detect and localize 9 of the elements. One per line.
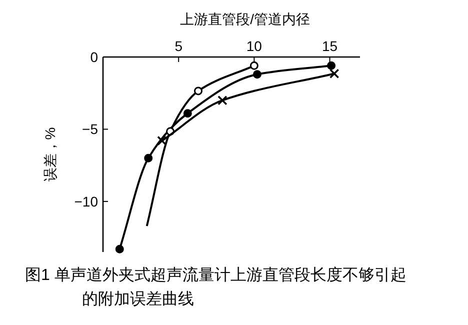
y-tick-label: −5 [82, 121, 98, 138]
x-axis-title: 上游直管段/管道内径 [180, 11, 310, 27]
y-tick-label: 0 [90, 49, 98, 65]
x-tick-label: 10 [246, 38, 262, 54]
caption: 图1 单声道外夹式超声流量计上游直管段长度不够引起的附加误差曲线 [25, 266, 406, 308]
x-tick-label: 15 [322, 38, 338, 54]
y-tick-label: −10 [74, 193, 98, 210]
y-axis-title: 误差，% [42, 127, 58, 182]
x-tick-label: 5 [174, 38, 183, 54]
